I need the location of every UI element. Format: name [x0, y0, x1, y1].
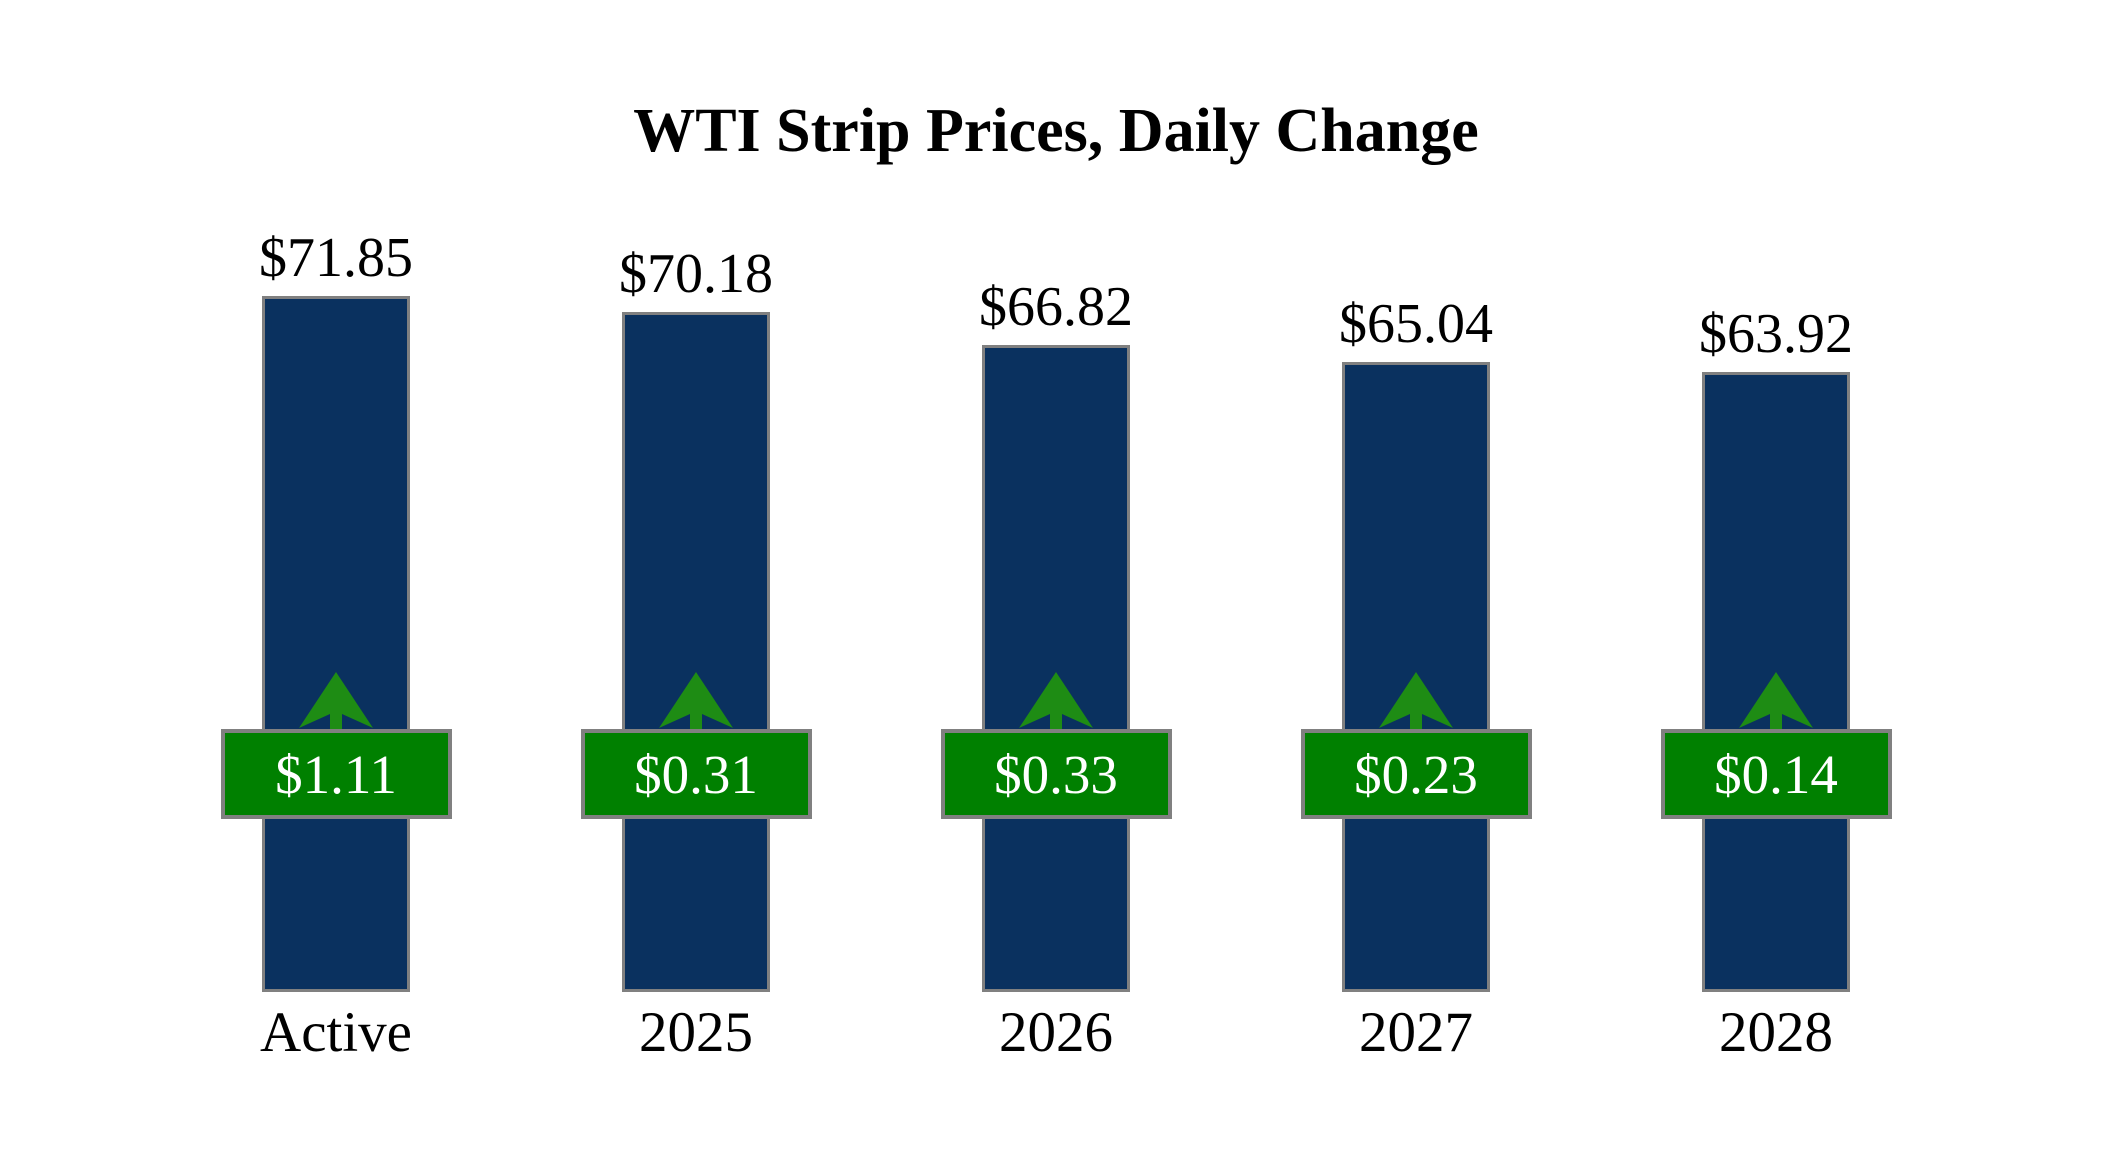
price-label: $70.18	[619, 243, 773, 305]
daily-change-badge: $0.31	[580, 729, 812, 819]
bar-group-2025: $70.18 $0.31 2025	[580, 0, 812, 1152]
daily-change-badge: $0.33	[940, 729, 1172, 819]
category-label: Active	[260, 1001, 412, 1064]
category-label: 2027	[1359, 1001, 1473, 1064]
bar-group-active: $71.85 $1.11 Active	[220, 0, 452, 1152]
daily-change-value: $1.11	[275, 743, 397, 805]
price-label: $63.92	[1699, 303, 1853, 365]
up-arrow-icon	[1379, 672, 1453, 731]
daily-change-value: $0.14	[1714, 743, 1838, 805]
daily-change-value: $0.31	[634, 743, 758, 805]
daily-change-value: $0.33	[994, 743, 1118, 805]
chart-title: WTI Strip Prices, Daily Change	[633, 97, 1479, 165]
up-arrow-icon	[299, 672, 373, 731]
category-label: 2028	[1719, 1001, 1833, 1064]
daily-change-value: $0.23	[1354, 743, 1478, 805]
bar-group-2026: $66.82 $0.33 2026	[940, 0, 1172, 1152]
price-label: $66.82	[979, 276, 1133, 338]
up-arrow-icon	[1019, 672, 1093, 731]
bar-group-2028: $63.92 $0.14 2028	[1660, 0, 1892, 1152]
price-bar	[982, 345, 1130, 992]
daily-change-badge: $0.14	[1660, 729, 1892, 819]
category-label: 2025	[639, 1001, 753, 1064]
price-label: $71.85	[259, 227, 413, 289]
up-arrow-icon	[659, 672, 733, 731]
price-bar	[622, 312, 770, 992]
price-label: $65.04	[1339, 293, 1493, 355]
category-label: 2026	[999, 1001, 1113, 1064]
daily-change-badge: $1.11	[220, 729, 452, 819]
price-bar	[262, 296, 410, 992]
daily-change-badge: $0.23	[1300, 729, 1532, 819]
up-arrow-icon	[1739, 672, 1813, 731]
bar-group-2027: $65.04 $0.23 2027	[1300, 0, 1532, 1152]
